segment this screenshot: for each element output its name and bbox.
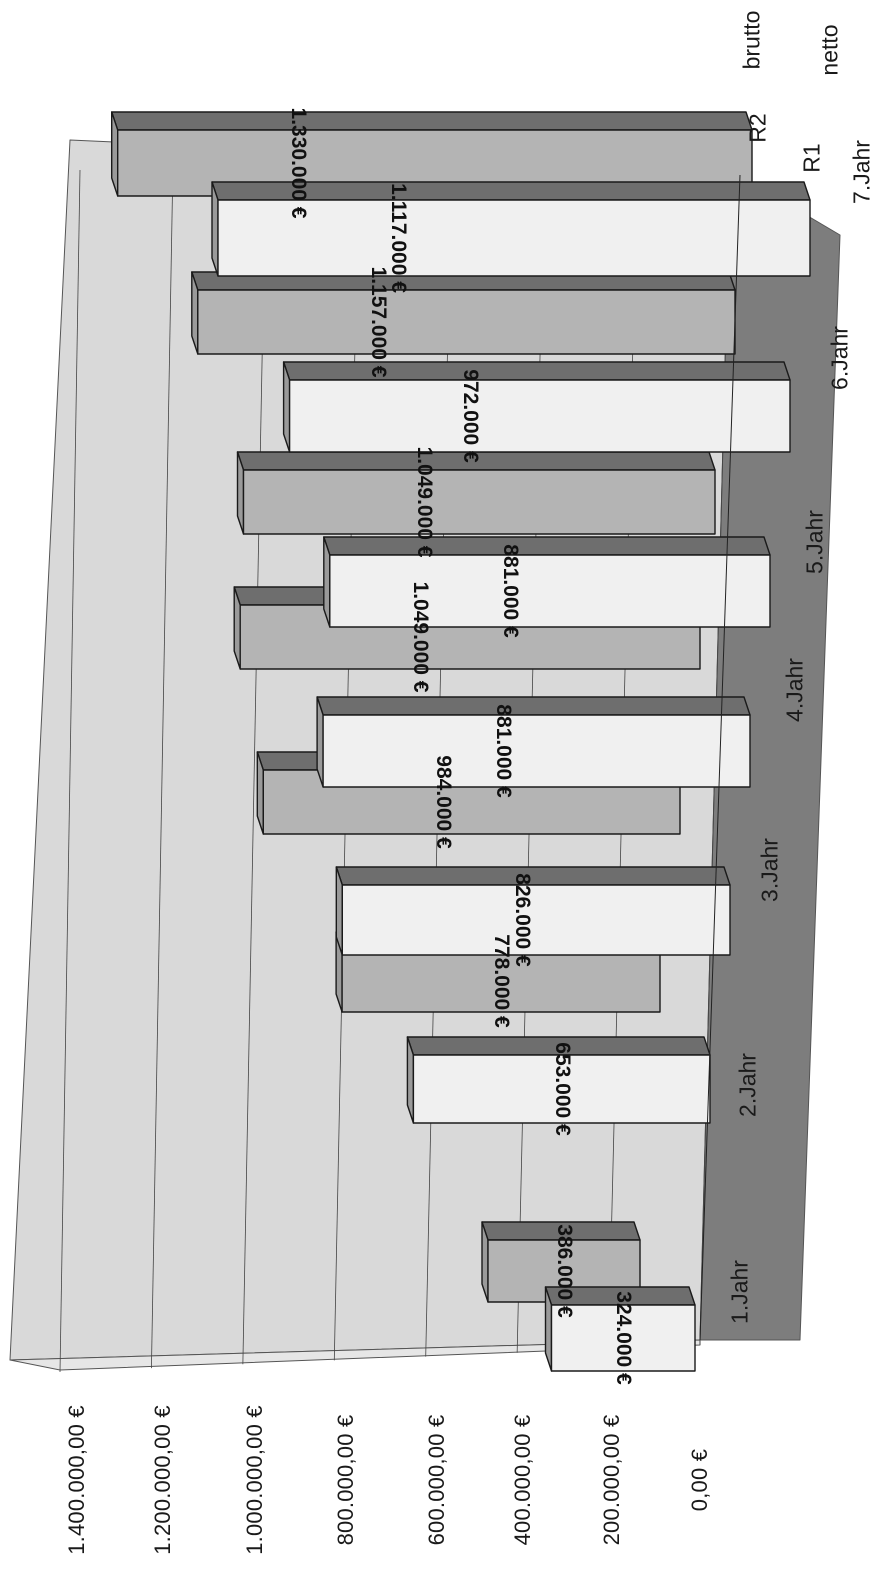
data-label: 1.049.000 € [409,581,433,693]
netto-bar-5-end [323,536,331,628]
category-label: 5.Jahr [801,510,828,574]
gridline-7 [59,169,81,1373]
netto-bar-6-top [282,361,791,381]
data-label: 972.000 € [458,369,482,463]
data-label: 881.000 € [498,544,522,638]
data-label: 1.049.000 € [412,446,436,558]
brutto-bar-6 [197,289,736,355]
netto-bar-4-top [316,696,751,716]
category-label: 6.Jahr [826,326,853,390]
data-label: 1.330.000 € [286,107,310,219]
category-label: 2.Jahr [734,1053,761,1117]
legend-brutto: brutto [738,10,765,70]
y-tick-label: 1.000.000,00 € [242,1405,267,1555]
netto-bar-7-end [211,181,219,277]
data-label: 1.117.000 € [386,183,410,293]
y-tick-label: 200.000,00 € [599,1414,624,1546]
data-label: 653.000 € [550,1042,574,1136]
brutto-bar-7-top [110,111,753,131]
netto-bar-3-end [335,866,343,956]
netto-bar-2 [412,1054,711,1124]
netto-bar-4 [322,714,751,788]
netto-bar-1 [550,1304,696,1372]
category-label: 3.Jahr [756,838,783,902]
gridline-5 [242,169,267,1365]
y-tick-label: 400.000,00 € [510,1414,535,1546]
data-label: 881.000 € [492,704,516,798]
data-label: 386.000 € [553,1224,576,1318]
netto-bar-5 [329,554,771,628]
netto-bar-7 [217,199,811,277]
y-tick-label: 600.000,00 € [424,1414,449,1546]
netto-bar-4-end [316,696,324,788]
row-label-r1: R1 [798,143,825,173]
brutto-bar-5 [242,469,716,535]
axis-front-edge [699,174,741,1341]
y-tick-label: 0,00 € [687,1448,712,1512]
y-tick-label: 800.000,00 € [333,1414,358,1546]
gridline-6 [151,169,174,1369]
category-label: 1.Jahr [726,1260,753,1324]
data-label: 984.000 € [432,755,456,849]
legend-netto: netto [816,24,843,76]
data-label: 324.000 € [612,1291,636,1385]
data-label: 826.000 € [511,873,535,967]
netto-bar-6 [288,379,791,453]
netto-bar-6-end [282,361,291,453]
netto-bar-5-top [323,536,771,556]
y-tick-label: 1.400.000,00 € [64,1405,89,1555]
netto-bar-3 [341,884,731,956]
category-label: 4.Jahr [781,658,808,722]
row-label-r2: R2 [744,113,771,143]
category-label: 7.Jahr [848,140,875,204]
y-tick-label: 1.200.000,00 € [150,1405,175,1555]
